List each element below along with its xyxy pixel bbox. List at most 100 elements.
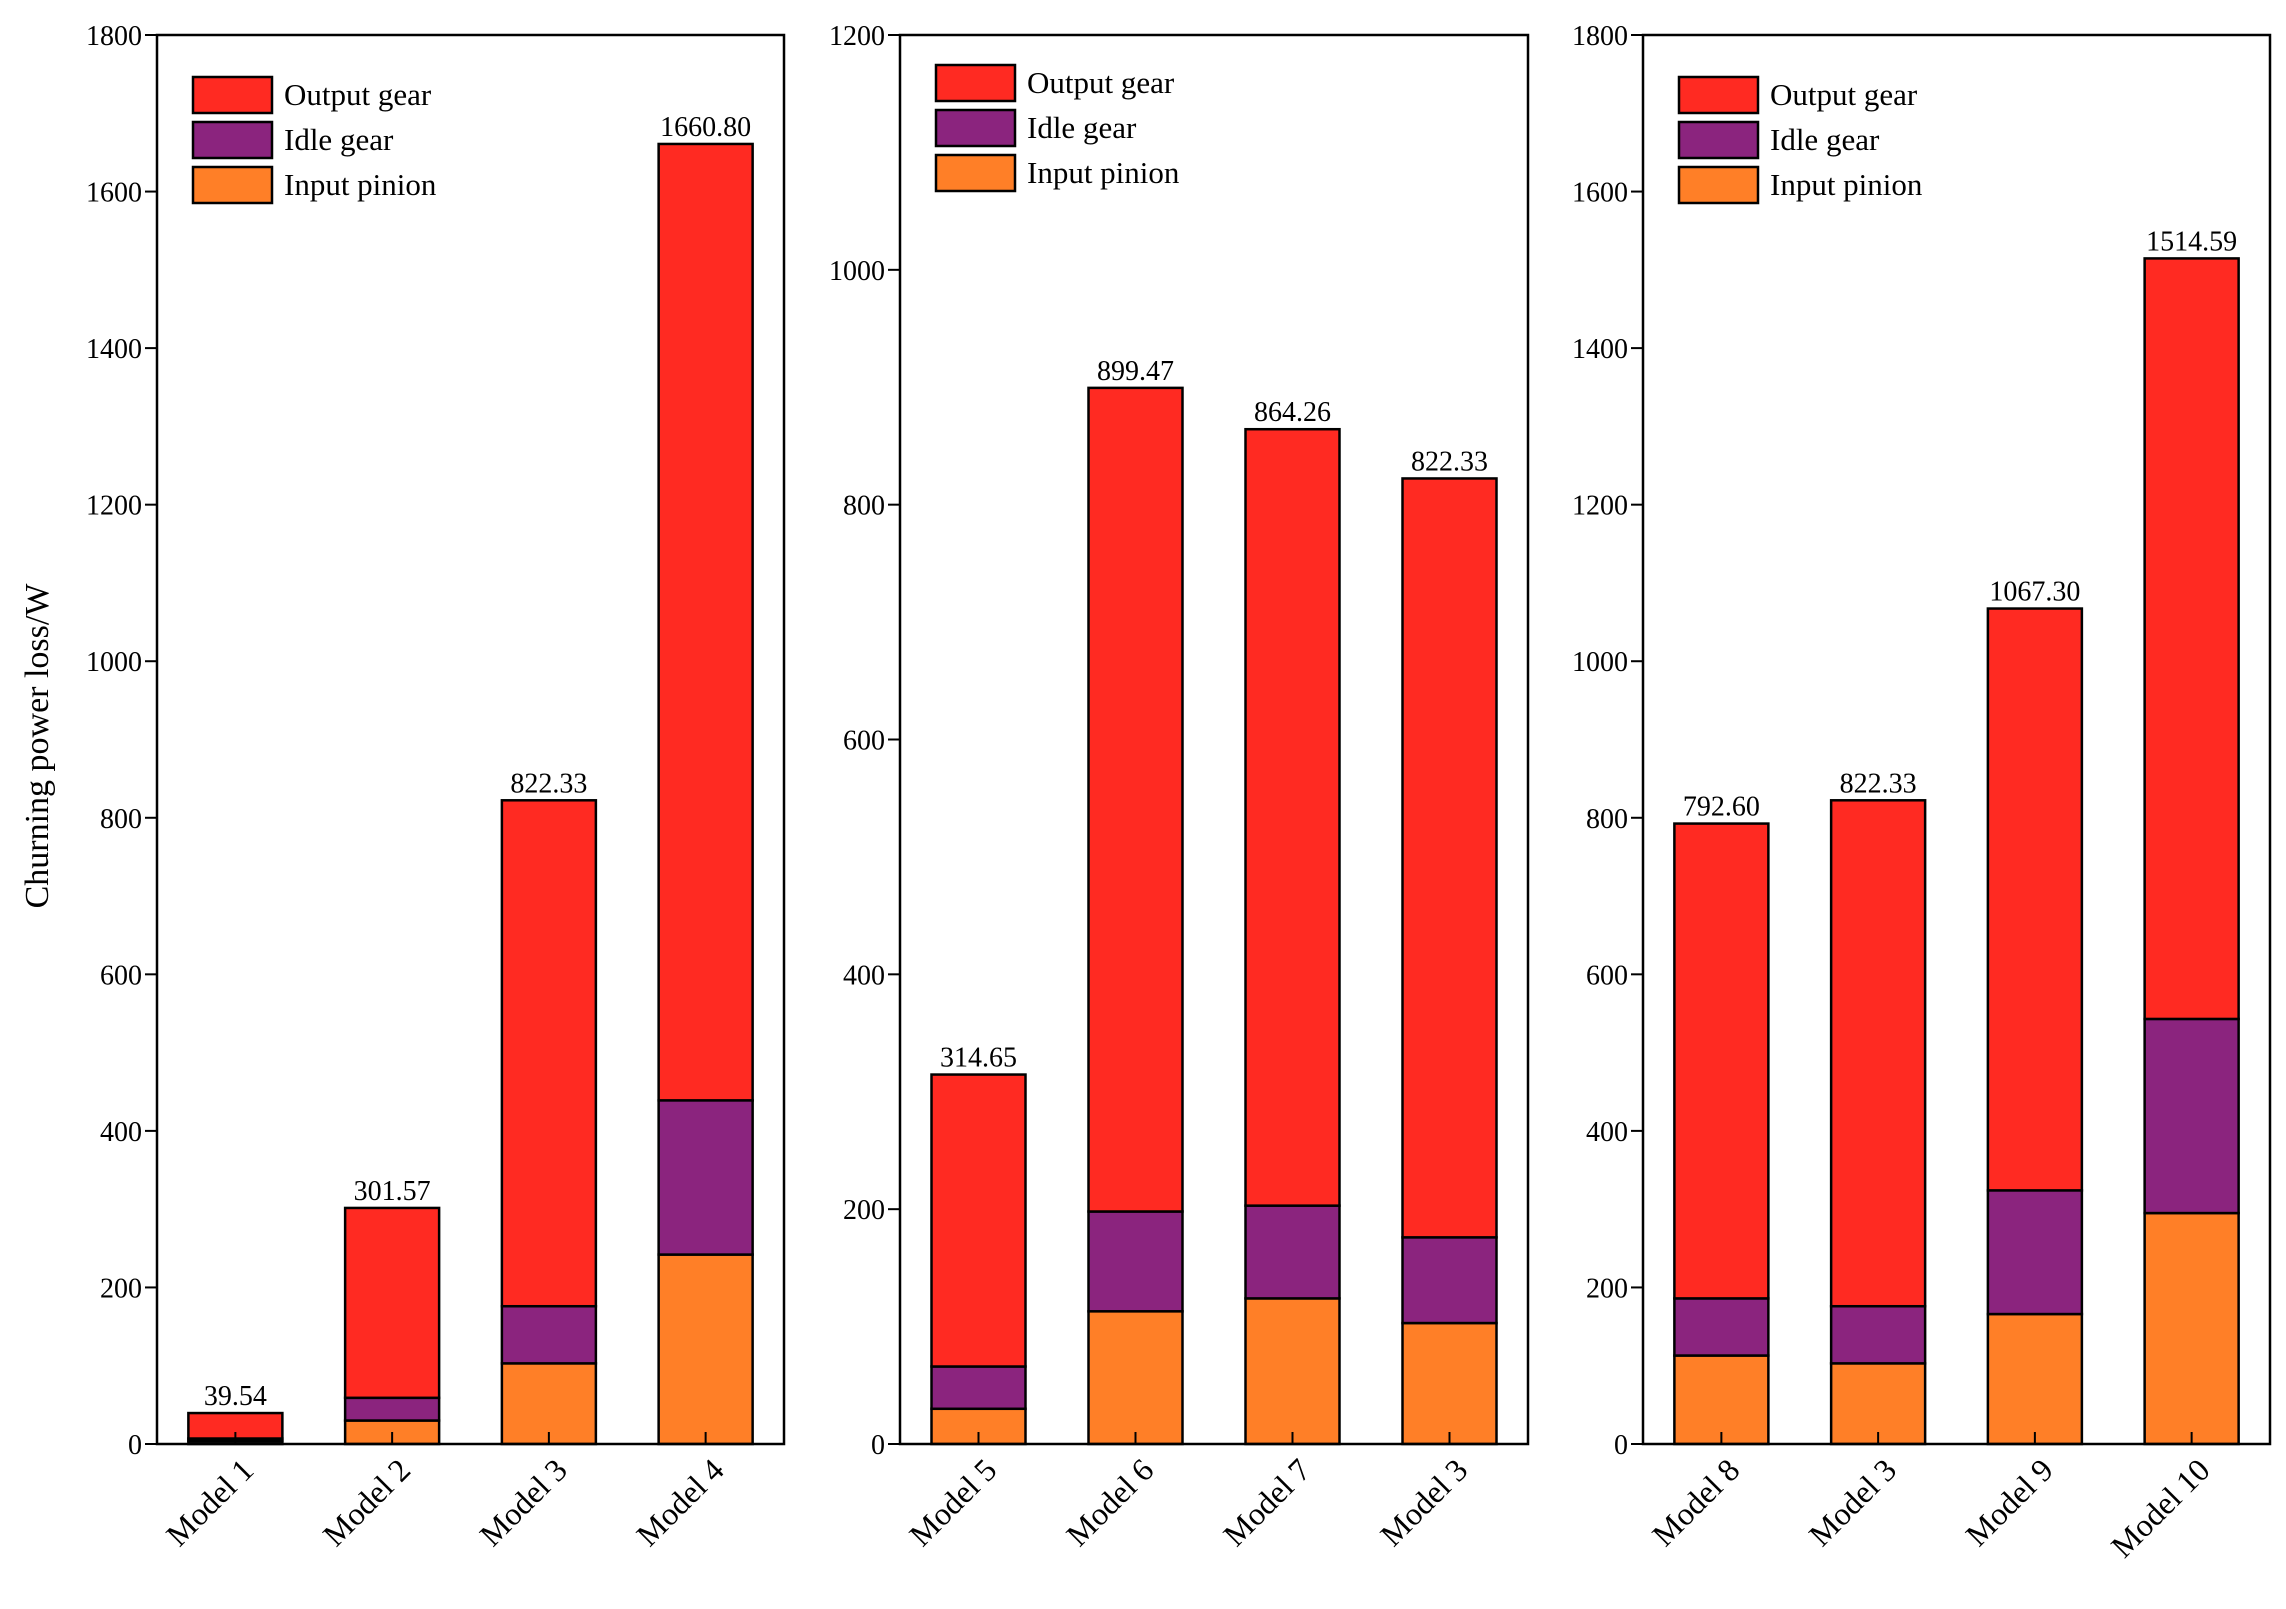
bar-segment-output-gear	[1401, 477, 1498, 1239]
x-tick-label: Model 6	[1059, 1451, 1161, 1553]
bar-segment-idle-gear	[1673, 1297, 1770, 1357]
bar-segment-input-pinion	[1401, 1321, 1498, 1446]
y-tick-label: 1200	[86, 491, 142, 522]
y-tick-label: 1000	[86, 647, 142, 678]
y-tick-label: 400	[1586, 1117, 1628, 1148]
legend-label: Idle gear	[1770, 122, 1880, 157]
bar-segment-idle-gear	[930, 1365, 1027, 1411]
y-tick-label: 0	[1614, 1430, 1628, 1461]
x-tick-label: Model 9	[1958, 1451, 2060, 1553]
bar-segment-output-gear	[657, 142, 754, 1102]
y-tick-label: 1000	[1572, 647, 1628, 678]
bar-segment-input-pinion	[2143, 1211, 2240, 1446]
legend-label: Idle gear	[284, 122, 394, 157]
legend-swatch-input-pinion	[934, 153, 1017, 193]
bar-total-label: 864.26	[1254, 397, 1331, 428]
bar-total-label: 1660.80	[660, 112, 751, 143]
y-tick-label: 1200	[829, 21, 885, 52]
bar-segment-idle-gear	[1401, 1236, 1498, 1325]
y-tick-label: 400	[843, 960, 885, 991]
bar-segment-output-gear	[343, 1206, 441, 1400]
bar-total-label: 822.33	[1840, 768, 1917, 799]
y-tick-label: 1600	[86, 178, 142, 209]
bar-total-label: 1067.30	[1989, 577, 2080, 608]
y-tick-label: 1000	[829, 256, 885, 287]
y-tick-label: 1400	[1572, 334, 1628, 365]
legend-swatch-idle-gear	[191, 120, 274, 160]
y-tick-label: 1800	[1572, 21, 1628, 52]
y-tick-label: 800	[843, 491, 885, 522]
bar-segment-input-pinion	[1244, 1297, 1341, 1446]
y-tick-label: 0	[128, 1430, 142, 1461]
legend-label: Input pinion	[1027, 155, 1180, 190]
bar-segment-idle-gear	[1829, 1304, 1927, 1365]
y-tick-label: 200	[1586, 1273, 1628, 1304]
x-tick-label: Model 2	[316, 1451, 418, 1553]
x-tick-label: Model 3	[472, 1451, 574, 1553]
bar-total-label: 1514.59	[2146, 226, 2237, 257]
y-tick-label: 0	[871, 1430, 885, 1461]
plot-frame	[155, 33, 786, 1446]
x-tick-label: Model 3	[1373, 1451, 1475, 1553]
bar-total-label: 39.54	[204, 1381, 267, 1412]
y-tick-label: 1400	[86, 334, 142, 365]
bar-segment-idle-gear	[500, 1304, 598, 1365]
legend-swatch-output-gear	[1677, 75, 1760, 115]
bar-total-label: 314.65	[940, 1043, 1017, 1074]
y-axis-label: Churning power loss/W	[19, 583, 56, 909]
bar-segment-input-pinion	[1986, 1312, 2084, 1446]
legend-swatch-idle-gear	[1677, 120, 1760, 160]
legend-label: Output gear	[284, 77, 432, 112]
legend-swatch-input-pinion	[191, 165, 274, 205]
bar-total-label: 899.47	[1097, 356, 1174, 387]
y-tick-label: 800	[100, 804, 142, 835]
legend-label: Output gear	[1027, 65, 1175, 100]
legend-swatch-output-gear	[191, 75, 274, 115]
bar-segment-input-pinion	[1673, 1354, 1770, 1446]
legend-label: Output gear	[1770, 77, 1918, 112]
bar-segment-input-pinion	[500, 1362, 598, 1446]
bar-segment-idle-gear	[1986, 1189, 2084, 1316]
bar-segment-output-gear	[1986, 607, 2084, 1192]
plot-frame	[1641, 33, 2272, 1446]
y-tick-label: 600	[1586, 960, 1628, 991]
bar-segment-input-pinion	[1829, 1362, 1927, 1446]
legend-label: Input pinion	[284, 167, 437, 202]
y-tick-label: 1800	[86, 21, 142, 52]
bar-segment-output-gear	[1087, 386, 1184, 1213]
bar-segment-idle-gear	[343, 1396, 441, 1422]
y-tick-label: 600	[843, 726, 885, 757]
bar-segment-output-gear	[1673, 822, 1770, 1300]
bar-total-label: 792.60	[1683, 792, 1760, 823]
x-tick-label: Model 4	[629, 1451, 731, 1553]
bar-segment-input-pinion	[657, 1253, 754, 1446]
bar-segment-output-gear	[500, 799, 598, 1308]
y-tick-label: 600	[100, 960, 142, 991]
bar-total-label: 822.33	[510, 768, 587, 799]
x-tick-label: Model 3	[1802, 1451, 1904, 1553]
bar-segment-idle-gear	[1244, 1204, 1341, 1300]
legend-swatch-output-gear	[934, 63, 1017, 103]
y-tick-label: 400	[100, 1117, 142, 1148]
bar-segment-input-pinion	[1087, 1310, 1184, 1446]
legend-swatch-idle-gear	[934, 108, 1017, 148]
legend-label: Idle gear	[1027, 110, 1137, 145]
x-tick-label: Model 7	[1216, 1451, 1318, 1553]
y-tick-label: 200	[843, 1195, 885, 1226]
bar-segment-idle-gear	[657, 1099, 754, 1256]
y-tick-label: 1200	[1572, 491, 1628, 522]
bar-segment-output-gear	[1829, 799, 1927, 1308]
x-tick-label: Model 1	[159, 1451, 261, 1553]
bar-total-label: 822.33	[1411, 446, 1488, 477]
bar-segment-idle-gear	[1087, 1210, 1184, 1313]
bar-segment-output-gear	[2143, 257, 2240, 1021]
y-tick-label: 200	[100, 1273, 142, 1304]
bar-segment-idle-gear	[2143, 1017, 2240, 1215]
bar-segment-output-gear	[1244, 427, 1341, 1207]
x-tick-label: Model 10	[2104, 1451, 2217, 1564]
legend-swatch-input-pinion	[1677, 165, 1760, 205]
bar-segment-output-gear	[930, 1073, 1027, 1368]
x-tick-label: Model 8	[1645, 1451, 1747, 1553]
